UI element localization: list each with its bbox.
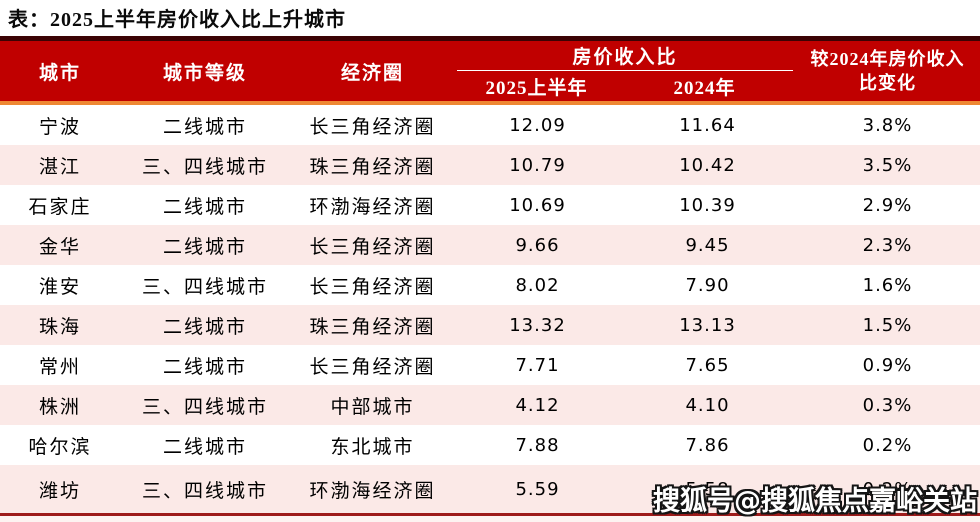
col-header-2025h1: 2025上半年: [485, 77, 588, 99]
cell-tier: 二线城市: [162, 196, 247, 218]
cell-h1_2025: 7.88: [515, 434, 560, 456]
col-header-region: 经济圈: [340, 62, 404, 84]
page-title: 表：2025上半年房价收入比上升城市: [8, 9, 346, 31]
cell-region: 珠三角经济圈: [309, 316, 436, 338]
col-header-change-line2: 比变化: [859, 73, 916, 93]
house-price-income-table: 城市 城市等级 经济圈 房价收入比 2025上半年 2024年 较2024年房价…: [0, 36, 980, 522]
col-header-city: 城市: [38, 62, 81, 84]
cell-y2024: 7.90: [685, 274, 730, 296]
cell-change: 3.5%: [862, 154, 913, 176]
cell-region: 中部城市: [330, 396, 415, 418]
col-group-ratio-subheaders: 2025上半年 2024年: [455, 71, 795, 101]
cell-change: 2.9%: [862, 194, 913, 216]
cell-h1_2025: 7.71: [515, 354, 560, 376]
col-group-ratio-title: 房价收入比: [457, 41, 793, 71]
cell-region: 环渤海经济圈: [309, 480, 436, 502]
cell-y2024: 7.86: [685, 434, 730, 456]
cell-h1_2025: 8.02: [515, 274, 560, 296]
table-row: 湛江 三、四线城市 珠三角经济圈 10.79 10.42 3.5%: [0, 145, 980, 185]
cell-region: 长三角经济圈: [309, 236, 436, 258]
cell-tier: 二线城市: [162, 316, 247, 338]
cell-h1_2025: 10.79: [509, 154, 566, 176]
col-header-change: 较2024年房价收入 比变化: [795, 41, 980, 101]
table-row: 金华 二线城市 长三角经济圈 9.66 9.45 2.3%: [0, 225, 980, 265]
sohu-watermark: 搜狐号@搜狐焦点嘉峪关站: [653, 486, 977, 517]
cell-tier: 三、四线城市: [141, 276, 268, 298]
cell-h1_2025: 10.69: [509, 194, 566, 216]
cell-change: 0.2%: [862, 434, 913, 456]
table-bottom-border: [0, 513, 980, 516]
cell-y2024: 10.42: [679, 154, 736, 176]
cell-tier: 三、四线城市: [141, 480, 268, 502]
cell-y2024: 5.58: [685, 478, 730, 500]
cell-change: 1.6%: [862, 274, 913, 296]
cell-city: 潍坊: [38, 480, 81, 502]
cell-y2024: 13.13: [679, 314, 736, 336]
cell-change: 2.3%: [862, 234, 913, 256]
cell-change: 0.9%: [862, 354, 913, 376]
cell-h1_2025: 5.59: [515, 478, 560, 500]
cell-y2024: 7.65: [685, 354, 730, 376]
table-row: 珠海 二线城市 珠三角经济圈 13.32 13.13 1.5%: [0, 305, 980, 345]
cell-city: 株洲: [38, 396, 81, 418]
cell-tier: 二线城市: [162, 436, 247, 458]
cell-h1_2025: 4.12: [515, 394, 560, 416]
cell-region: 长三角经济圈: [309, 276, 436, 298]
cell-region: 珠三角经济圈: [309, 156, 436, 178]
cell-tier: 二线城市: [162, 236, 247, 258]
cell-change: 0.2%: [862, 478, 913, 500]
cell-change: 3.8%: [862, 114, 913, 136]
table-row: 常州 二线城市 长三角经济圈 7.71 7.65 0.9%: [0, 345, 980, 385]
cell-city: 珠海: [38, 316, 81, 338]
cell-h1_2025: 13.32: [509, 314, 566, 336]
cell-y2024: 11.64: [679, 114, 736, 136]
cell-y2024: 10.39: [679, 194, 736, 216]
cell-city: 哈尔滨: [28, 436, 92, 458]
cell-city: 常州: [38, 356, 81, 378]
table-row: 株洲 三、四线城市 中部城市 4.12 4.10 0.3%: [0, 385, 980, 425]
col-header-change-line1: 较2024年房价收入: [810, 48, 965, 69]
cell-change: 1.5%: [862, 314, 913, 336]
table-row: 哈尔滨 二线城市 东北城市 7.88 7.86 0.2%: [0, 425, 980, 465]
cell-h1_2025: 9.66: [515, 234, 560, 256]
col-group-ratio: 房价收入比 2025上半年 2024年: [455, 41, 795, 101]
cell-city: 金华: [38, 236, 81, 258]
cell-city: 湛江: [38, 156, 81, 178]
table-header-row: 城市 城市等级 经济圈 房价收入比 2025上半年 2024年 较2024年房价…: [0, 41, 980, 105]
cell-y2024: 9.45: [685, 234, 730, 256]
cell-region: 长三角经济圈: [309, 116, 436, 138]
cell-city: 石家庄: [28, 196, 92, 218]
cell-city: 宁波: [38, 116, 81, 138]
cell-city: 淮安: [38, 276, 81, 298]
cell-tier: 二线城市: [162, 116, 247, 138]
cell-region: 东北城市: [330, 436, 415, 458]
col-header-tier: 城市等级: [162, 62, 247, 84]
col-header-2024: 2024年: [673, 77, 736, 99]
table-row: 淮安 三、四线城市 长三角经济圈 8.02 7.90 1.6%: [0, 265, 980, 305]
cell-h1_2025: 12.09: [509, 114, 566, 136]
cell-tier: 二线城市: [162, 356, 247, 378]
cell-y2024: 4.10: [685, 394, 730, 416]
cell-tier: 三、四线城市: [141, 156, 268, 178]
table-row: 潍坊 三、四线城市 环渤海经济圈 5.59 5.58 0.2%: [0, 465, 980, 513]
table-row: 宁波 二线城市 长三角经济圈 12.09 11.64 3.8%: [0, 105, 980, 145]
below-table-area: [0, 516, 980, 522]
cell-change: 0.3%: [862, 394, 913, 416]
cell-region: 环渤海经济圈: [309, 196, 436, 218]
table-row: 石家庄 二线城市 环渤海经济圈 10.69 10.39 2.9%: [0, 185, 980, 225]
table-body: 宁波 二线城市 长三角经济圈 12.09 11.64 3.8% 湛江 三、四线城市 珠三角经济圈…: [0, 105, 980, 513]
cell-tier: 三、四线城市: [141, 396, 268, 418]
cell-region: 长三角经济圈: [309, 356, 436, 378]
